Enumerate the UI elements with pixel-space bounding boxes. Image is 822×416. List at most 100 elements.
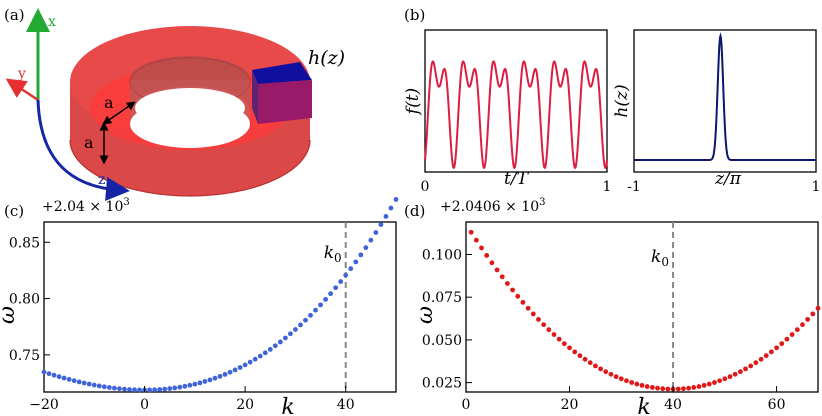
c-point [237,365,243,370]
c-point [167,386,173,391]
c-point [328,291,334,297]
d-point [525,305,531,311]
c-point [192,381,198,387]
d-point [510,287,515,293]
d-point [613,374,619,380]
d-point [800,322,805,328]
b-right-xtick-2: 1 [812,179,821,195]
d-point [675,386,681,392]
d-yticks: 0.025 0.050 0.075 0.100 [422,247,472,392]
d-point [748,363,754,369]
c-ytick-label: 0.85 [9,235,40,251]
b-right-ylabel: h(z) [612,84,632,117]
d-point [468,229,474,235]
b-right-xtick-0: -1 [627,179,641,195]
d-point [655,385,660,391]
b-left-ylabel: f(t) [403,88,423,116]
d-point [479,245,484,251]
c-point [182,383,188,389]
d-point [743,366,748,372]
c-point [293,327,298,332]
d-point [681,386,686,392]
c-xtick-label: 0 [140,397,149,413]
c-point [348,266,354,272]
ring-front-edge [69,139,311,197]
d-point [618,376,624,382]
c-xtick-label: 20 [236,397,254,413]
d-point [572,349,578,355]
c-point [267,346,273,352]
d-point [624,378,629,384]
ring-hole-through [135,88,245,128]
c-point [137,387,142,393]
c-ytick-label: 0.80 [9,292,40,308]
c-points [41,197,399,393]
c-frame [43,221,397,393]
d-point [505,281,510,286]
c-point [86,381,92,387]
d-point [582,356,588,362]
d-point [815,305,821,311]
d-xticks: 0 20 40 60 [462,386,786,413]
c-point [222,371,228,377]
c-point [187,382,193,388]
d-point [556,336,562,342]
d-point [696,384,702,389]
c-point [232,367,238,373]
c-point [308,312,313,318]
d-point [598,366,603,372]
d-point [794,327,800,333]
c-xticks: −20 0 20 40 [29,386,355,413]
c-point [132,387,137,393]
d-point [489,260,495,266]
d-point [722,376,728,382]
c-point [157,387,163,392]
d-point [515,293,521,299]
c-point [323,296,328,302]
c-point [112,385,117,391]
d-ytick-label: 0.100 [422,247,462,263]
d-ytick-label: 0.075 [422,290,462,306]
c-point [313,307,318,313]
panel-a-label: (a) [4,6,25,24]
c-point [262,350,268,356]
h-z-curve [634,32,816,161]
cap-edge [252,70,258,124]
d-point [536,316,541,322]
c-point [282,335,288,341]
z-axis-label: z [98,172,105,188]
c-point [393,197,399,202]
d-ytick-label: 0.025 [422,376,462,392]
c-point [333,285,339,291]
c-point [227,369,233,375]
ring-hole-shadow [130,58,250,110]
c-point [242,362,248,368]
c-point [76,379,82,385]
d-point [639,382,645,388]
d-point [644,384,650,389]
d-xtick-label: 0 [462,397,471,413]
f-t-curve [424,60,608,170]
c-point [56,374,62,380]
c-point [172,385,178,391]
d-point [717,378,723,384]
c-point [298,322,303,328]
d-point [634,381,640,387]
c-k0-label: k0 [324,243,342,265]
d-point [608,371,614,377]
d-point [686,385,691,391]
c-xlabel: k [281,395,294,416]
b-left-xlabel: t/T [504,169,530,189]
d-point [712,380,717,385]
d-xtick-label: 20 [561,397,579,413]
c-xtick-label: −20 [29,397,59,413]
d-point [763,353,769,359]
h-label: h(z) [308,47,345,69]
c-point [207,377,213,383]
c-point [358,252,364,258]
b-right-xlabel: z/π [714,169,742,189]
b-left-xtick-1: 1 [603,179,612,195]
z-axis-arrow [36,99,130,201]
d-point [758,356,764,362]
c-point [212,375,218,381]
